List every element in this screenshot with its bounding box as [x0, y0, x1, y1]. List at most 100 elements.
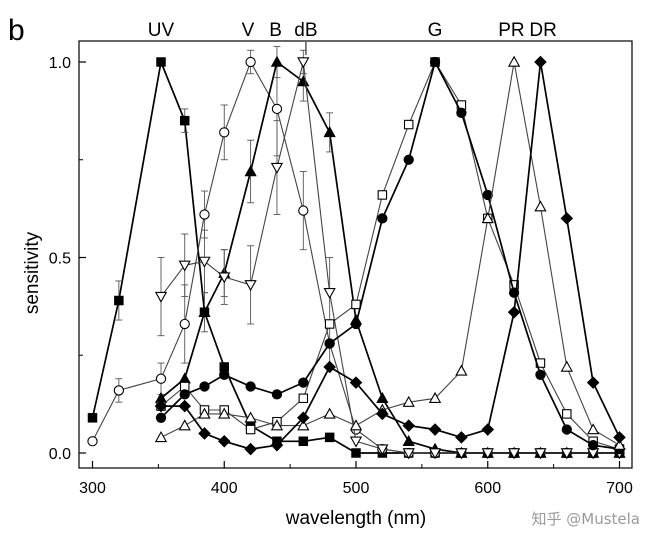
- data-point: [428, 448, 442, 460]
- data-point: [244, 280, 257, 292]
- data-point: [455, 448, 468, 460]
- data-point: [403, 154, 414, 165]
- x-tick-label: 400: [211, 480, 238, 497]
- data-point: [297, 57, 310, 69]
- data-point: [481, 448, 494, 460]
- series-diamond-filled: [154, 55, 626, 456]
- data-point: [507, 305, 521, 319]
- data-point: [324, 319, 335, 329]
- data-point: [588, 440, 599, 451]
- data-point: [560, 448, 573, 460]
- data-point: [87, 436, 98, 447]
- data-point: [219, 127, 230, 138]
- data-point: [198, 305, 211, 317]
- peak-label: DR: [529, 20, 556, 41]
- axes: 300 400 500 600 700 0.0 0.5 1.0: [49, 40, 633, 497]
- data-point: [428, 391, 442, 403]
- data-point: [351, 299, 361, 310]
- series-triangle-up-filled: [154, 45, 626, 458]
- data-point: [323, 360, 336, 374]
- data-point: [179, 389, 190, 400]
- x-axis-title: wavelength (nm): [285, 508, 426, 529]
- data-point: [455, 364, 468, 376]
- data-point: [245, 424, 256, 435]
- peak-label: dB: [294, 20, 317, 41]
- data-point: [324, 338, 335, 349]
- data-point: [271, 103, 283, 115]
- series-circle-open: [87, 49, 625, 459]
- x-tick-label: 500: [343, 480, 370, 497]
- data-point: [298, 436, 309, 447]
- peak-label: V: [242, 20, 255, 41]
- series-square-filled: [87, 57, 625, 458]
- y-tick-label: 0.0: [49, 446, 71, 463]
- series-line: [92, 60, 620, 454]
- data-point: [217, 434, 231, 448]
- data-point: [198, 427, 211, 440]
- data-point: [323, 407, 336, 419]
- data-point: [244, 411, 257, 423]
- watermark: 知乎 @Mustela: [531, 510, 640, 528]
- data-point: [402, 419, 415, 432]
- data-point: [481, 212, 494, 224]
- data-point: [376, 444, 389, 456]
- data-point: [270, 419, 284, 431]
- data-point: [244, 165, 257, 177]
- data-point: [455, 431, 468, 444]
- data-point: [219, 369, 230, 380]
- data-point: [377, 213, 388, 224]
- y-tick-label: 1.0: [49, 55, 71, 72]
- data-point: [324, 432, 335, 443]
- data-point: [297, 411, 310, 425]
- data-point: [244, 442, 257, 456]
- data-point: [507, 55, 521, 67]
- data-point: [178, 372, 191, 384]
- data-point: [349, 436, 363, 448]
- series-group: [87, 45, 626, 460]
- data-point: [178, 260, 191, 272]
- data-point: [349, 419, 363, 431]
- data-point: [298, 377, 309, 388]
- data-point: [349, 376, 363, 389]
- data-point: [218, 272, 231, 284]
- data-point: [560, 360, 573, 372]
- data-point: [481, 423, 495, 436]
- data-point: [535, 369, 546, 380]
- data-point: [429, 56, 441, 68]
- data-point: [562, 409, 572, 419]
- data-point: [613, 431, 626, 444]
- peak-label: B: [269, 20, 282, 41]
- y-axis-title: sensitivity: [22, 231, 43, 314]
- data-point: [376, 391, 389, 403]
- data-point: [270, 438, 284, 452]
- data-point: [270, 162, 284, 174]
- data-point: [587, 423, 600, 435]
- series-square-open: [156, 57, 625, 454]
- peak-label: G: [428, 20, 443, 41]
- data-point: [155, 412, 167, 423]
- series-triangle-down-open: [154, 49, 626, 460]
- peak-label: UV: [148, 20, 175, 41]
- data-point: [245, 56, 256, 68]
- series-line: [91, 58, 620, 454]
- data-point: [560, 212, 574, 225]
- data-point: [377, 190, 388, 200]
- data-point: [199, 381, 210, 392]
- data-point: [156, 57, 166, 67]
- data-point: [113, 385, 124, 396]
- x-tick-label: 300: [79, 480, 106, 497]
- data-point: [298, 393, 309, 404]
- data-point: [613, 438, 626, 450]
- data-point: [402, 395, 415, 407]
- data-point: [402, 434, 415, 446]
- data-point: [179, 115, 190, 126]
- data-point: [298, 205, 309, 216]
- data-point: [534, 200, 547, 212]
- series-circle-filled: [155, 56, 625, 455]
- data-point: [428, 423, 442, 436]
- data-point: [586, 376, 600, 389]
- x-tick-label: 600: [474, 480, 501, 497]
- data-point: [154, 291, 168, 303]
